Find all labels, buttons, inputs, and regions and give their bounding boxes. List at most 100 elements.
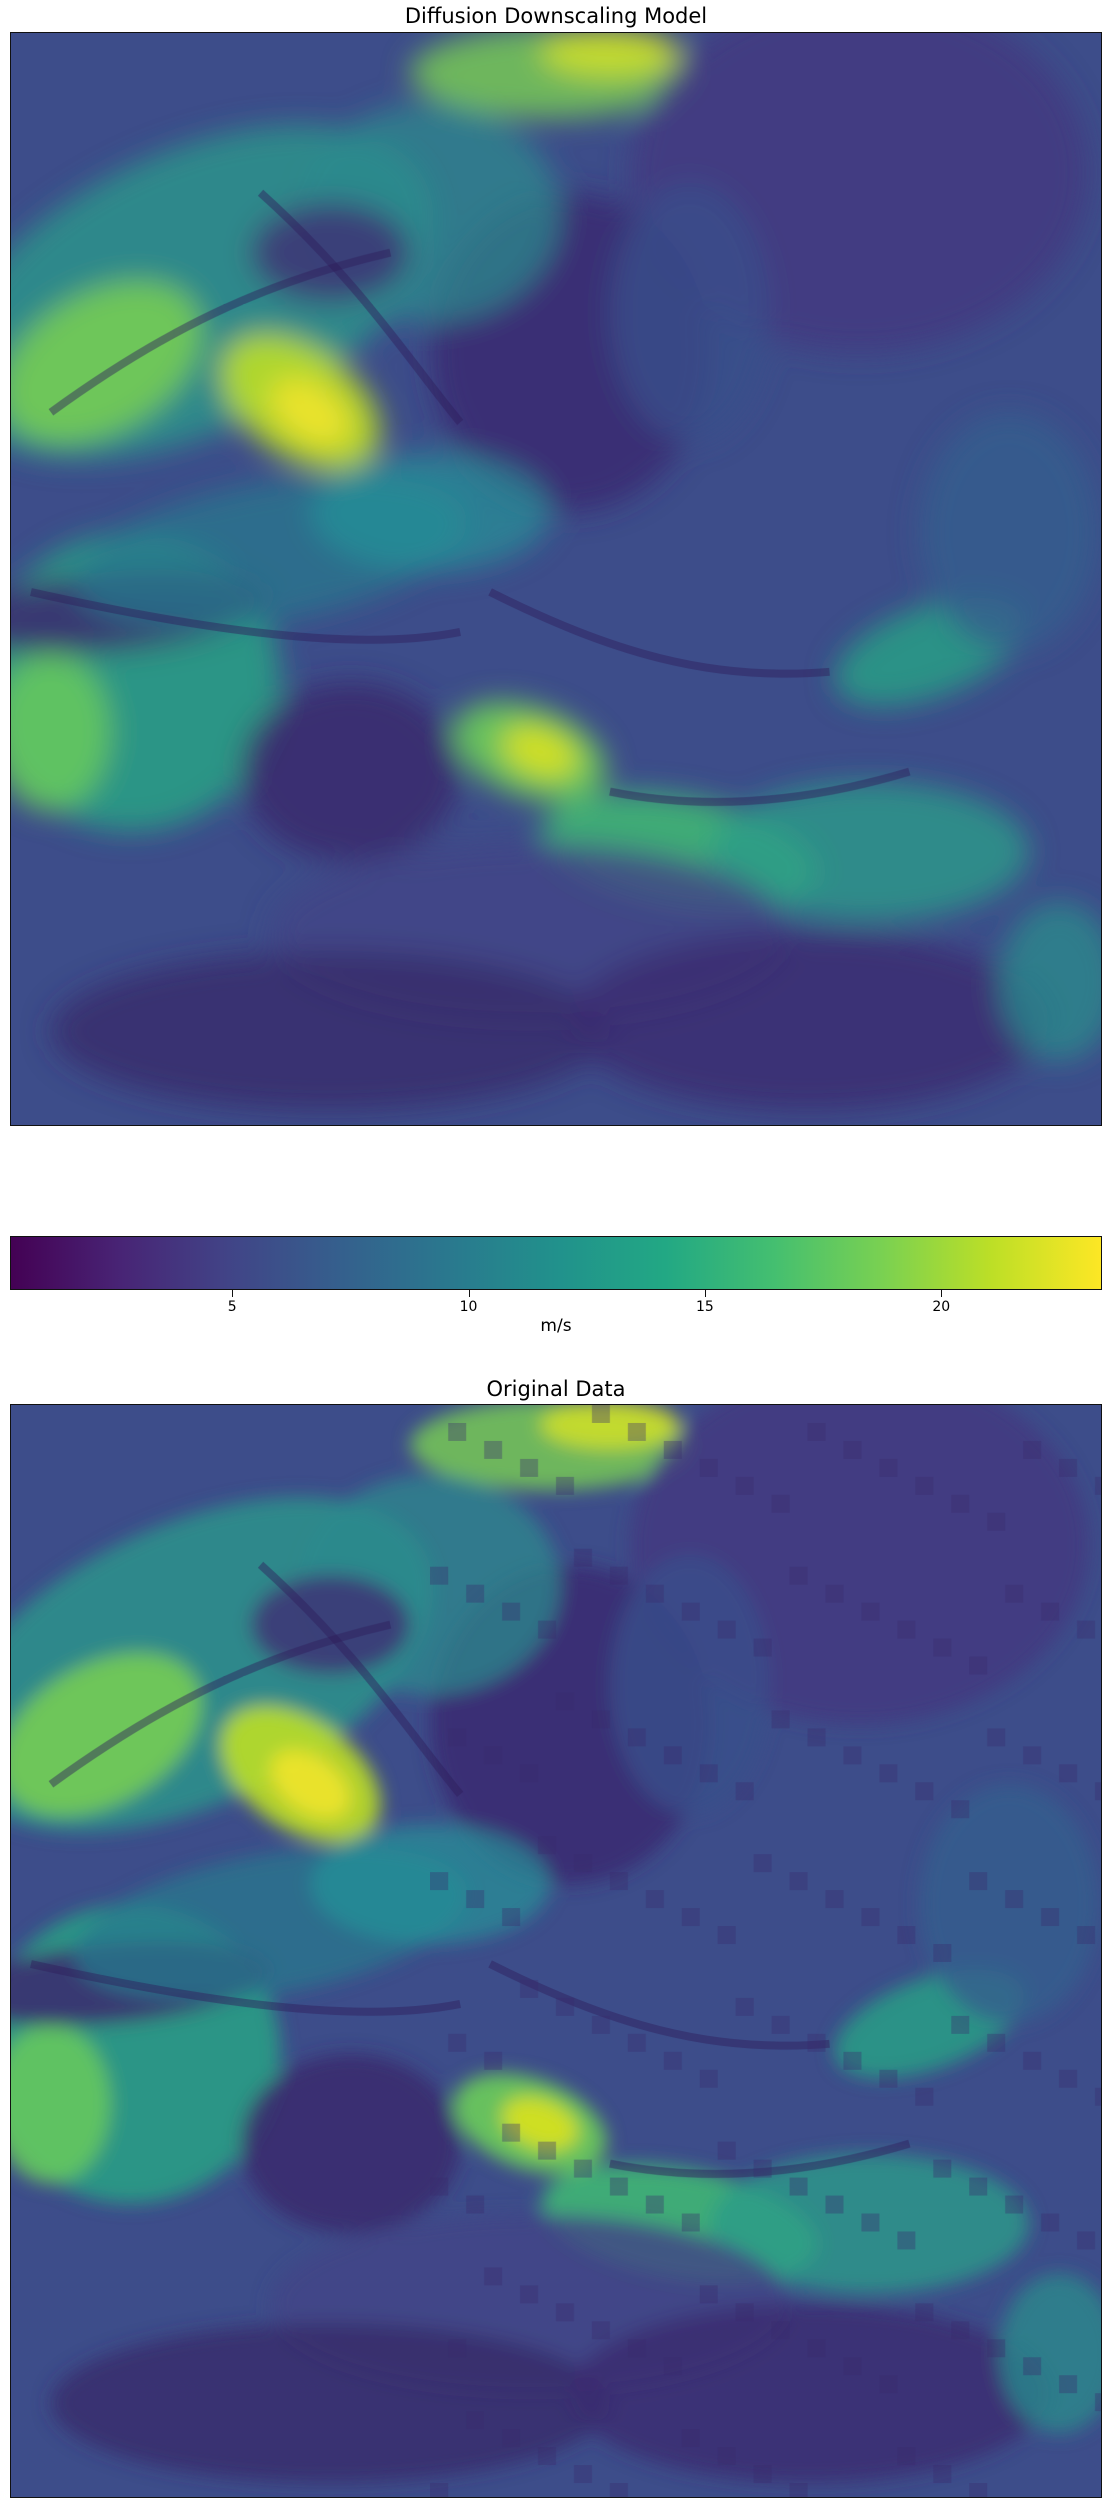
coarse-cell [825,1584,844,1603]
coarse-cell [591,1405,610,1423]
coarse-cell [627,2033,646,2052]
field-blob [50,951,610,1112]
coarse-cell [645,1890,664,1909]
field-blob [501,2096,579,2151]
coarse-cell [735,2303,754,2322]
field-blob [310,1824,551,1945]
coarse-cell [771,1710,790,1729]
coarse-cell [897,1926,916,1945]
coarse-cell [1095,1782,1101,1801]
field-blob [11,280,203,445]
coarse-cell [771,1494,790,1513]
coarse-cell [681,1602,700,1621]
coarse-cell [699,2069,718,2088]
colorbar-tick [232,1290,234,1297]
coarse-cell [573,2159,592,2178]
map-field [11,1405,1101,2484]
coarse-cell [502,2429,521,2448]
colorbar-tick-label: 15 [695,1299,714,1315]
coarse-cell [663,1746,682,1765]
coarse-cell [1059,2375,1078,2394]
coarse-cell [843,2357,862,2376]
coarse-cell [753,2159,772,2178]
coarse-cell [1041,1908,1060,1927]
coarse-cell [753,1638,772,1657]
coarse-cell [448,2339,467,2358]
coarse-cell [609,2483,628,2497]
colorbar-tick-label: 10 [459,1299,478,1315]
coarse-cell [591,1710,610,1729]
coarse-cell [807,1422,826,1441]
coarse-cell [556,2303,574,2322]
coarse-cell [717,2447,736,2466]
coarse-cell [573,2465,592,2484]
coarse-cell [933,1638,952,1657]
coarse-cell [609,1872,628,1891]
coarse-cell [1059,1458,1078,1477]
coarse-cell [843,2051,862,2070]
coarse-cell [573,1854,592,1873]
coarse-cell [1023,2051,1042,2070]
colorbar-tick-label: 5 [227,1299,237,1315]
coarse-cell [1095,2087,1101,2106]
coarse-cell [789,2483,808,2497]
coarse-cell [825,2195,844,2214]
field-blob [11,651,111,812]
coarse-cell [771,2321,790,2340]
coarse-cell [591,2015,610,2034]
field-blob [919,412,1100,652]
coarse-cell [520,1764,539,1783]
field-blob [999,901,1101,1062]
coarse-cell [1077,1926,1096,1945]
coarse-cell [627,1728,646,1747]
coarse-cell [717,2141,736,2160]
field-blob [11,2023,111,2184]
coarse-cell [969,2483,988,2497]
flow-streak [48,248,392,416]
coarse-cell [879,1458,898,1477]
coarse-cell [538,2447,556,2466]
coarse-cell [933,2465,952,2484]
coarse-cell [1005,2195,1024,2214]
coarse-cell [735,1782,754,1801]
coarse-cell [1095,2393,1101,2412]
coarse-cell [807,1728,826,1747]
coarse-cell [933,1944,952,1962]
coarse-cell [915,1782,934,1801]
coarse-cell [879,1764,898,1783]
coarse-cell [843,1746,862,1765]
coarse-cell [843,1440,862,1459]
coarse-cell [466,2411,485,2430]
coarse-cell [987,1512,1006,1531]
coarse-cell [448,1728,467,1747]
coarse-cell [645,2195,664,2214]
coarse-cell [502,1602,521,1621]
coarse-cell [466,1584,485,1603]
coarse-cell [448,1422,467,1441]
coarse-cell [538,1620,556,1639]
coarse-cell [951,2015,970,2034]
coarse-cell [861,1908,880,1927]
coarse-cell [951,1494,970,1513]
colorbar-label: m/s [540,1316,572,1336]
colorbar-tick [941,1290,943,1297]
coarse-cell [969,1656,988,1675]
field-blob [250,1574,411,1675]
coarse-cell [1023,1440,1042,1459]
coarse-cell [789,1872,808,1891]
coarse-cell [538,1836,556,1855]
coarse-cell [681,2429,700,2448]
field-blob [310,452,551,573]
coarse-cell [969,1872,988,1891]
coarse-cell [484,2051,503,2070]
coarse-cell [484,1440,503,1459]
heatmap-original [10,1404,1102,2498]
coarse-cell [466,2195,485,2214]
field-blob [250,202,411,303]
flow-streak [30,588,461,644]
coarse-cell [663,2357,682,2376]
coarse-cell [1077,2231,1096,2250]
coarse-cell [915,2087,934,2106]
coarse-cell [1023,2357,1042,2376]
coarse-cell [987,1728,1006,1747]
